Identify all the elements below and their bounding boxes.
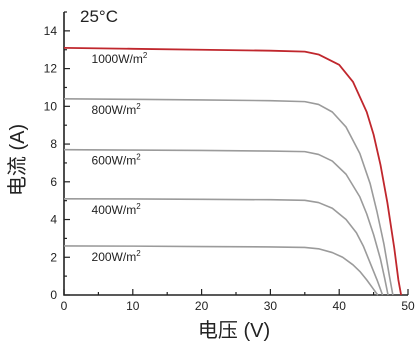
y-axis-title: 电流 (A) — [6, 124, 29, 196]
x-tick-label: 50 — [401, 299, 415, 313]
x-tick-label: 40 — [333, 299, 347, 313]
series-line-3 — [63, 148, 389, 296]
x-tick-label: 20 — [195, 299, 209, 313]
curve-label-4: 400W/m2 — [92, 202, 142, 217]
chart-curve-labels: 1000W/m2 800W/m2 600W/m2 400W/m2 200W/m2 — [92, 51, 148, 264]
curve-label-2: 800W/m2 — [92, 102, 142, 117]
chart-title: 25°C — [80, 7, 118, 26]
y-tick-label: 10 — [44, 99, 58, 113]
y-tick-label: 12 — [44, 62, 58, 76]
series-line-1 — [63, 46, 403, 296]
x-tick-label: 30 — [264, 299, 278, 313]
y-tick-label: 0 — [50, 288, 57, 302]
curve-label-1: 1000W/m2 — [92, 51, 148, 66]
x-tick-label: 10 — [126, 299, 140, 313]
series-line-5 — [63, 245, 379, 296]
x-axis-title: 电压 (V) — [198, 319, 270, 342]
x-tick-label: 0 — [61, 299, 68, 313]
chart-ticks: 0 10 20 30 40 50 0 2 4 6 8 10 12 14 — [44, 11, 415, 313]
series-line-2 — [63, 97, 394, 296]
curve-label-3: 600W/m2 — [92, 153, 142, 168]
y-tick-label: 6 — [50, 175, 57, 189]
y-tick-label: 2 — [50, 250, 57, 264]
y-tick-label: 8 — [50, 137, 57, 151]
y-tick-label: 14 — [44, 24, 58, 38]
chart-curves — [63, 46, 403, 296]
curve-label-5: 200W/m2 — [92, 249, 142, 264]
series-line-4 — [63, 197, 384, 296]
y-tick-label: 4 — [50, 213, 57, 227]
